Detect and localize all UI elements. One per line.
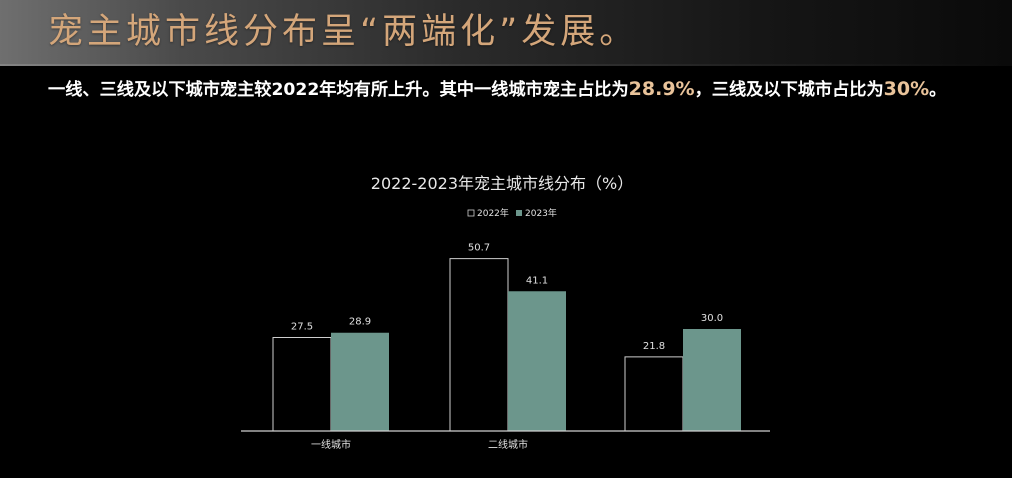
bar-2022-2 [449, 258, 509, 432]
chart-title: 2022-2023年宠主城市线分布（%） [371, 174, 633, 193]
chart-bars [272, 258, 741, 432]
summary-part-3: 。 [929, 80, 947, 100]
legend-label-2022: 2022年 [477, 207, 509, 219]
x-tick-label-2: 二线城市 [488, 438, 528, 451]
page-title: 宠主城市线分布呈“两端化”发展。 [48, 12, 639, 52]
legend-swatch-2023 [516, 210, 522, 216]
data-label-2022-3: 21.8 [643, 341, 665, 352]
data-label-2022-2: 50.7 [468, 243, 490, 254]
bar-2022-3 [624, 356, 684, 432]
bar-2023-2 [508, 291, 566, 431]
bar-2023-1 [331, 332, 389, 431]
bar-2023-3 [683, 329, 741, 431]
data-label-2023-2: 41.1 [526, 275, 548, 286]
summary-part-2: ，三线及以下城市占比为 [694, 80, 884, 100]
data-label-2022-1: 27.5 [291, 322, 313, 333]
title-banner: 宠主城市线分布呈“两端化”发展。 [0, 0, 1012, 66]
data-label-2023-1: 28.9 [349, 317, 371, 328]
legend-swatch-2022 [467, 209, 475, 217]
chart-legend: 2022年 2023年 [467, 207, 557, 219]
chart-data-labels: 27.5 28.9 50.7 41.1 21.8 30.0 [291, 243, 723, 352]
bar-2022-1 [272, 337, 332, 432]
summary-part-1: 一线、三线及以下城市宠主较2022年均有所上升。其中一线城市宠主占比为 [48, 80, 629, 100]
chart-x-tick-labels: 一线城市 二线城市 [311, 438, 528, 451]
x-tick-label-1: 一线城市 [311, 438, 351, 451]
summary-highlight-first-tier: 28.9% [628, 78, 695, 100]
summary-text: 一线、三线及以下城市宠主较2022年均有所上升。其中一线城市宠主占比为28.9%… [48, 76, 946, 103]
data-label-2023-3: 30.0 [701, 313, 723, 324]
summary-highlight-third-tier: 30% [883, 78, 930, 100]
legend-label-2023: 2023年 [525, 207, 557, 219]
